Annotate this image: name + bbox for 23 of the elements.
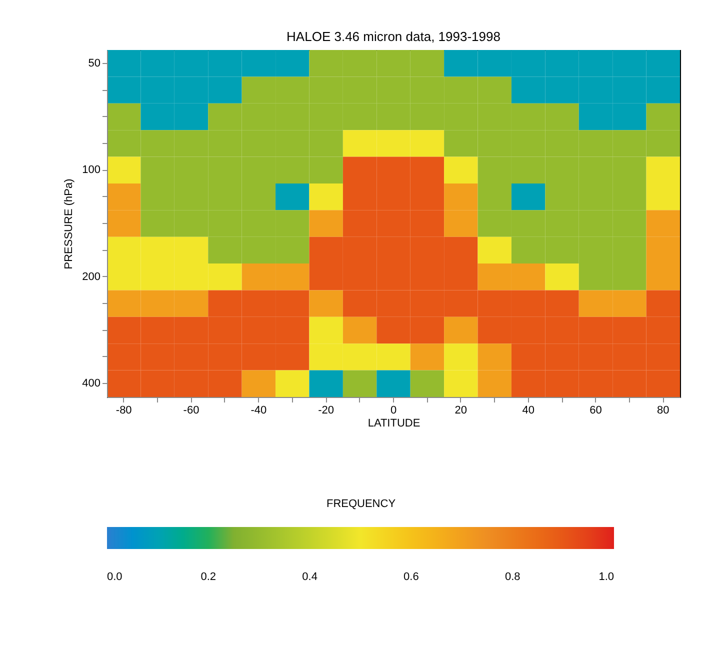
color-bar-label: 0.8: [504, 571, 520, 583]
x-tick-label: 60: [590, 404, 602, 416]
y-tick-label: 400: [82, 378, 100, 390]
x-tick-label: 40: [522, 404, 534, 416]
x-tick-label: -20: [318, 404, 334, 416]
y-axis-title: PRESSURE (hPa): [63, 178, 76, 270]
color-bar-title: FREQUENCY: [326, 498, 396, 510]
color-bar-label: 0.6: [404, 571, 419, 583]
x-tick-label: 0: [390, 404, 397, 416]
y-tick-label: 100: [82, 164, 100, 176]
x-tick-label: -60: [183, 404, 200, 416]
y-tick-label: 200: [82, 270, 100, 283]
color-bar-label: 0.0: [107, 571, 122, 583]
x-axis-title: LATITUDE: [368, 418, 420, 430]
x-tick-label: 80: [657, 404, 670, 416]
y-tick-label: 50: [88, 57, 100, 70]
x-tick-label: 20: [454, 404, 468, 416]
color-bar-label: 0.4: [302, 571, 318, 583]
chart-title: HALOE 3.46 micron data, 1993-1998: [286, 29, 500, 44]
color-bar-label: 1.0: [598, 571, 614, 583]
x-tick-label: -40: [250, 404, 267, 416]
x-tick-label: -80: [116, 404, 132, 416]
color-bar-label: 0.2: [200, 571, 216, 583]
